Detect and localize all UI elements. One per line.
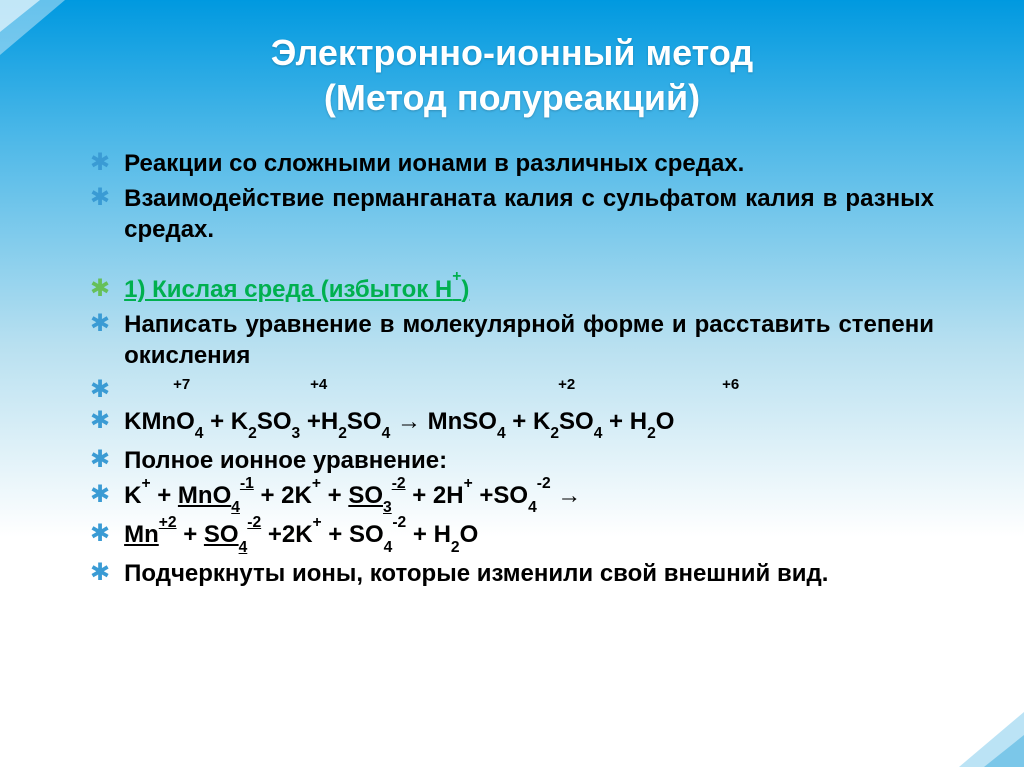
- bullet-icon: ✱: [90, 560, 110, 586]
- bullet-icon: ✱: [90, 408, 110, 434]
- chemical-formula: Mn+2 + SO4-2 +2K+ + SO4-2 + H2O: [124, 519, 934, 554]
- list-item: ✱ K+ + MnO4-1 + 2K+ + SO3-2 + 2H+ +SO4-2 …: [90, 480, 934, 515]
- list-item-text: Реакции со сложными ионами в различных с…: [124, 148, 934, 179]
- bullet-icon: ✱: [90, 150, 110, 176]
- list-item: ✱ Подчеркнуты ионы, которые изменили свой…: [90, 558, 934, 589]
- list-item: ✱ Полное ионное уравнение:: [90, 445, 934, 476]
- chemical-formula: KMnO4 + K2SO3 +H2SO4 → MnSO4 + K2SO4 + H…: [124, 406, 934, 441]
- oxidation-state: +7: [173, 375, 190, 395]
- bullet-icon: ✱: [90, 482, 110, 508]
- oxidation-state: +2: [558, 375, 575, 395]
- bullet-icon: ✱: [90, 276, 110, 302]
- list-item: ✱ Взаимодействие перманганата калия с сул…: [90, 183, 934, 245]
- chemical-formula: K+ + MnO4-1 + 2K+ + SO3-2 + 2H+ +SO4-2 →: [124, 480, 934, 515]
- list-item: ✱ Mn+2 + SO4-2 +2K+ + SO4-2 + H2O: [90, 519, 934, 554]
- list-item-text: Взаимодействие перманганата калия с суль…: [124, 183, 934, 245]
- list-item-text: 1) Кислая среда (избыток H+): [124, 274, 934, 305]
- list-item: ✱ 1) Кислая среда (избыток H+): [90, 274, 934, 305]
- spacer: [90, 250, 934, 274]
- section-heading: 1) Кислая среда (избыток H+): [124, 276, 469, 303]
- list-item-text: Подчеркнуты ионы, которые изменили свой …: [124, 558, 934, 589]
- list-item-text: +7 +4 +2 +6: [124, 375, 934, 395]
- list-item-text: Написать уравнение в молекулярной форме …: [124, 309, 934, 371]
- slide-title: Электронно-ионный метод (Метод полуреакц…: [60, 30, 964, 120]
- slide-content: ✱ Реакции со сложными ионами в различных …: [60, 148, 964, 589]
- title-line-1: Электронно-ионный метод: [271, 32, 753, 73]
- title-line-2: (Метод полуреакций): [324, 77, 700, 118]
- list-item-text: Полное ионное уравнение:: [124, 445, 934, 476]
- oxidation-state: +4: [310, 375, 327, 395]
- bullet-icon: ✱: [90, 377, 110, 403]
- oxidation-state: +6: [722, 375, 739, 395]
- list-item: ✱ Реакции со сложными ионами в различных …: [90, 148, 934, 179]
- list-item: ✱ Написать уравнение в молекулярной форме…: [90, 309, 934, 371]
- bullet-icon: ✱: [90, 521, 110, 547]
- corner-decor-tl-inner: [0, 0, 40, 32]
- list-item: ✱ +7 +4 +2 +6: [90, 375, 934, 401]
- oxidation-states-row: +7 +4 +2 +6: [124, 375, 934, 395]
- bullet-icon: ✱: [90, 311, 110, 337]
- slide: Электронно-ионный метод (Метод полуреакц…: [0, 0, 1024, 767]
- bullet-icon: ✱: [90, 185, 110, 211]
- list-item: ✱ KMnO4 + K2SO3 +H2SO4 → MnSO4 + K2SO4 + …: [90, 406, 934, 441]
- bullet-icon: ✱: [90, 447, 110, 473]
- corner-decor-br-inner: [984, 735, 1024, 767]
